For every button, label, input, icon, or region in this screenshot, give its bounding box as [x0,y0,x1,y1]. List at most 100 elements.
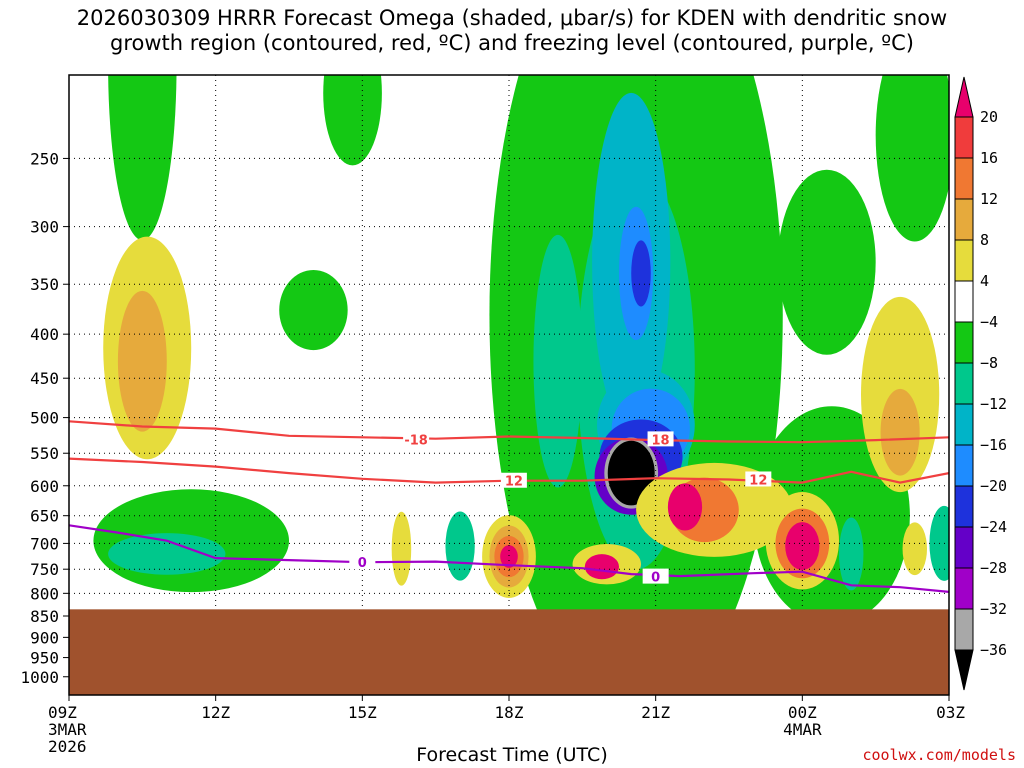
x-tick-date: 3MAR [48,720,87,739]
colorbar-segment [954,157,974,200]
colorbar-label: −36 [980,641,1007,659]
contour-label-bg [647,431,674,447]
omega-region-4 [391,511,412,586]
colorbar-segment [954,198,974,241]
contour-line [69,457,949,484]
omega-region--8 [839,517,864,591]
colorbar-label: −28 [980,559,1007,577]
omega-region--4 [279,269,348,351]
omega-region-20 [785,522,820,570]
x-tick-label: 03Z [936,703,965,722]
x-axis-title: Forecast Time (UTC) [416,744,608,766]
omega-region--4 [108,75,177,241]
omega-region-20 [500,545,518,568]
colorbar-segment [954,567,974,610]
contour-label-bg [403,431,430,447]
colorbar-label: 12 [980,190,998,208]
y-tick-label: 1000 [20,668,59,687]
y-tick-label: 950 [30,649,59,668]
contour-label-bg [745,471,772,487]
contour-label-bg [642,568,669,584]
x-tick-label: 21Z [641,703,670,722]
colorbar-segment [954,321,974,364]
omega-region--20 [631,240,651,307]
colorbar-legend: 20 16 12 8 4 −4 −8 −12 −16 −20 −24 −28 −32 −36 [954,76,1007,691]
y-tick-label: 750 [30,560,59,579]
omega-region--4 [323,75,382,166]
colorbar-label: −4 [980,313,998,331]
colorbar-label: −12 [980,395,1007,413]
y-tick-label: 300 [30,218,59,237]
colorbar-segment [954,485,974,528]
y-axis: 250 300 350 400 450 500 550 600 650 700 750 800 850 9… [20,149,69,687]
x-tick-date: 4MAR [783,720,822,739]
x-tick-label: 12Z [201,703,230,722]
colorbar-label: −24 [980,518,1007,536]
colorbar-segment [954,362,974,405]
colorbar-label: −20 [980,477,1007,495]
colorbar-segment [954,526,974,569]
colorbar-label: −16 [980,436,1007,454]
contour-label: -18 [404,433,428,448]
x-tick-label: 00Z [788,703,817,722]
omega-region--8 [445,511,475,581]
credit-text: coolwx.com/models [862,746,1016,764]
colorbar-label: 20 [980,108,998,126]
y-tick-label: 450 [30,369,59,388]
y-tick-label: 800 [30,584,59,603]
colorbar-bottom-arrow [954,649,974,691]
colorbar-segment [954,280,974,323]
contour-label: 12 [505,475,523,490]
contour-label: 0 [651,571,660,586]
omega-region--4 [875,75,949,242]
colorbar-label: 16 [980,149,998,167]
colorbar-label: 4 [980,272,989,290]
y-tick-label: 550 [30,444,59,463]
colorbar-label: 8 [980,231,989,249]
contour-label-bg [349,554,376,570]
x-tick-year: 2026 [48,737,87,756]
terrain-below-ground [69,609,949,695]
y-tick-label: 250 [30,149,59,168]
colorbar-top-arrow [954,76,974,118]
contour-label: 12 [749,473,767,488]
colorbar-segment [954,403,974,446]
colorbar-label: −32 [980,600,1007,618]
omega-region--4 [777,169,876,355]
y-tick-label: 500 [30,409,59,428]
omega-region-8 [880,388,920,476]
y-tick-label: 850 [30,607,59,626]
omega-region-20 [667,483,703,531]
chart-title: 2026030309 HRRR Forecast Omega (shaded, … [76,6,948,55]
y-tick-label: 600 [30,477,59,496]
colorbar-segment [954,239,974,282]
contour-line [69,420,949,444]
omega-region-4 [902,522,927,576]
omega-region-8 [117,290,167,432]
contour-labels: -18 18 12 12 0 0 [349,431,772,586]
y-tick-label: 650 [30,507,59,526]
contour-label-bg [500,472,527,488]
colorbar-label: −8 [980,354,998,372]
y-tick-label: 400 [30,325,59,344]
y-tick-label: 700 [30,534,59,553]
temperature-contours [69,420,949,593]
omega-region--8 [533,234,583,488]
omega-region-20 [584,554,620,580]
omega-region--36 [607,440,655,506]
omega-region--8 [108,533,226,575]
x-tick-label: 18Z [495,703,524,722]
x-tick-label: 09Z [48,703,77,722]
y-tick-label: 900 [30,628,59,647]
x-tick-label: 15Z [348,703,377,722]
omega-shaded-fill [93,75,949,695]
terrain-fill [69,609,949,695]
contour-label: 18 [652,433,670,448]
colorbar-segment [954,444,974,487]
colorbar-segment [954,116,974,159]
contour-label: 0 [358,556,367,571]
contour-line [69,524,949,593]
y-tick-label: 350 [30,275,59,294]
